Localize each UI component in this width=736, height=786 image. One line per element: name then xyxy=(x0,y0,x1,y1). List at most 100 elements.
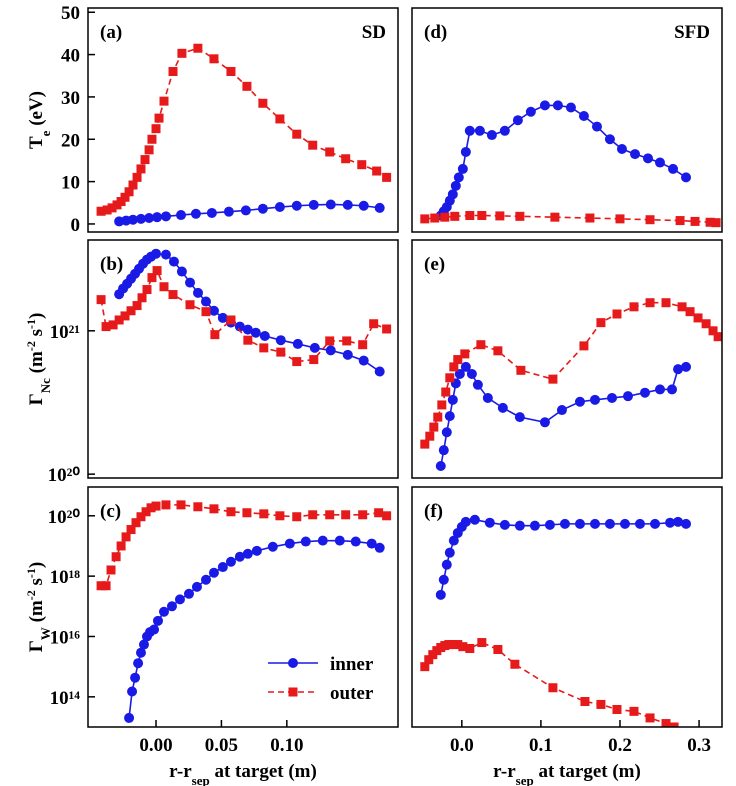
marker xyxy=(130,672,141,683)
panel-frame xyxy=(411,239,723,479)
marker xyxy=(369,319,379,329)
marker xyxy=(226,507,236,517)
y-tick-label: 0 xyxy=(71,215,81,236)
text-part: (eV) xyxy=(26,91,47,131)
marker xyxy=(655,384,665,395)
legend-marker xyxy=(288,658,298,668)
marker xyxy=(257,203,268,214)
marker xyxy=(96,581,106,591)
marker xyxy=(193,287,204,298)
text-part: Γ xyxy=(26,393,47,405)
marker xyxy=(317,535,328,546)
series-line xyxy=(100,269,387,363)
marker xyxy=(168,67,178,77)
marker xyxy=(514,412,525,423)
marker xyxy=(453,172,464,183)
series-line xyxy=(424,214,717,224)
marker xyxy=(460,349,470,359)
panel: 10¹⁴ 10¹⁶ 10¹⁸ 10²⁰ 0.00 0.05 0.10 (c) inner oute… xyxy=(48,486,399,756)
marker xyxy=(444,411,455,422)
marker xyxy=(420,214,430,224)
marker xyxy=(665,517,676,528)
text-part: e xyxy=(38,130,53,136)
plot-area xyxy=(96,500,392,723)
marker xyxy=(681,361,692,372)
marker xyxy=(374,542,385,553)
marker xyxy=(116,541,126,551)
marker xyxy=(240,205,251,216)
marker xyxy=(190,208,201,219)
marker xyxy=(154,113,164,123)
marker xyxy=(425,431,435,441)
marker xyxy=(495,211,505,221)
marker xyxy=(126,525,136,535)
panel: (e) xyxy=(411,239,723,479)
marker xyxy=(308,140,318,150)
text-part: s xyxy=(26,578,47,590)
marker xyxy=(160,249,171,260)
marker xyxy=(544,519,555,530)
marker xyxy=(574,518,585,529)
marker xyxy=(142,285,152,295)
marker xyxy=(596,699,606,709)
x-tick-label: 0.05 xyxy=(205,735,238,756)
marker xyxy=(159,282,169,292)
marker xyxy=(292,512,302,522)
marker xyxy=(234,551,245,562)
marker xyxy=(96,206,106,216)
marker xyxy=(358,200,369,211)
marker xyxy=(477,638,487,648)
panel-frame xyxy=(87,239,399,479)
marker xyxy=(556,405,567,416)
marker xyxy=(450,211,460,221)
panel: 0 10 20 30 40 50 (a) SD xyxy=(61,3,399,236)
marker xyxy=(209,54,219,64)
marker xyxy=(292,338,303,349)
marker xyxy=(497,402,508,413)
x-tick-label: 0.0 xyxy=(450,735,474,756)
marker xyxy=(209,504,219,514)
marker xyxy=(705,217,715,227)
marker xyxy=(146,503,156,513)
marker xyxy=(242,548,253,559)
panel-label: (e) xyxy=(424,254,445,275)
plot-area xyxy=(420,100,721,228)
marker xyxy=(677,302,687,312)
marker xyxy=(539,100,550,111)
marker xyxy=(111,552,121,562)
marker xyxy=(177,48,187,58)
legend-label: outer xyxy=(330,683,374,704)
y-tick-label: 20 xyxy=(61,130,80,151)
marker xyxy=(144,145,154,155)
marker xyxy=(292,129,302,139)
marker xyxy=(131,518,141,528)
marker xyxy=(510,659,520,669)
marker xyxy=(120,192,130,202)
marker xyxy=(200,296,211,307)
marker xyxy=(138,639,149,650)
marker xyxy=(447,189,458,200)
marker xyxy=(308,199,319,210)
marker xyxy=(565,102,576,113)
marker xyxy=(454,368,465,379)
marker xyxy=(106,565,116,575)
marker xyxy=(151,248,162,259)
marker xyxy=(450,180,461,191)
marker xyxy=(259,509,269,519)
marker xyxy=(465,643,475,653)
marker xyxy=(133,658,144,669)
marker xyxy=(482,392,493,403)
x-tick-label: 0.3 xyxy=(687,735,711,756)
marker xyxy=(458,642,468,652)
marker xyxy=(166,601,177,612)
marker xyxy=(159,96,169,106)
marker xyxy=(217,312,228,323)
marker xyxy=(437,400,447,410)
marker xyxy=(325,336,335,346)
marker xyxy=(669,722,679,727)
marker xyxy=(291,200,302,211)
marker xyxy=(661,719,671,727)
text-part: -1 xyxy=(24,568,38,578)
marker xyxy=(325,199,336,210)
text-part: sep xyxy=(192,773,210,786)
